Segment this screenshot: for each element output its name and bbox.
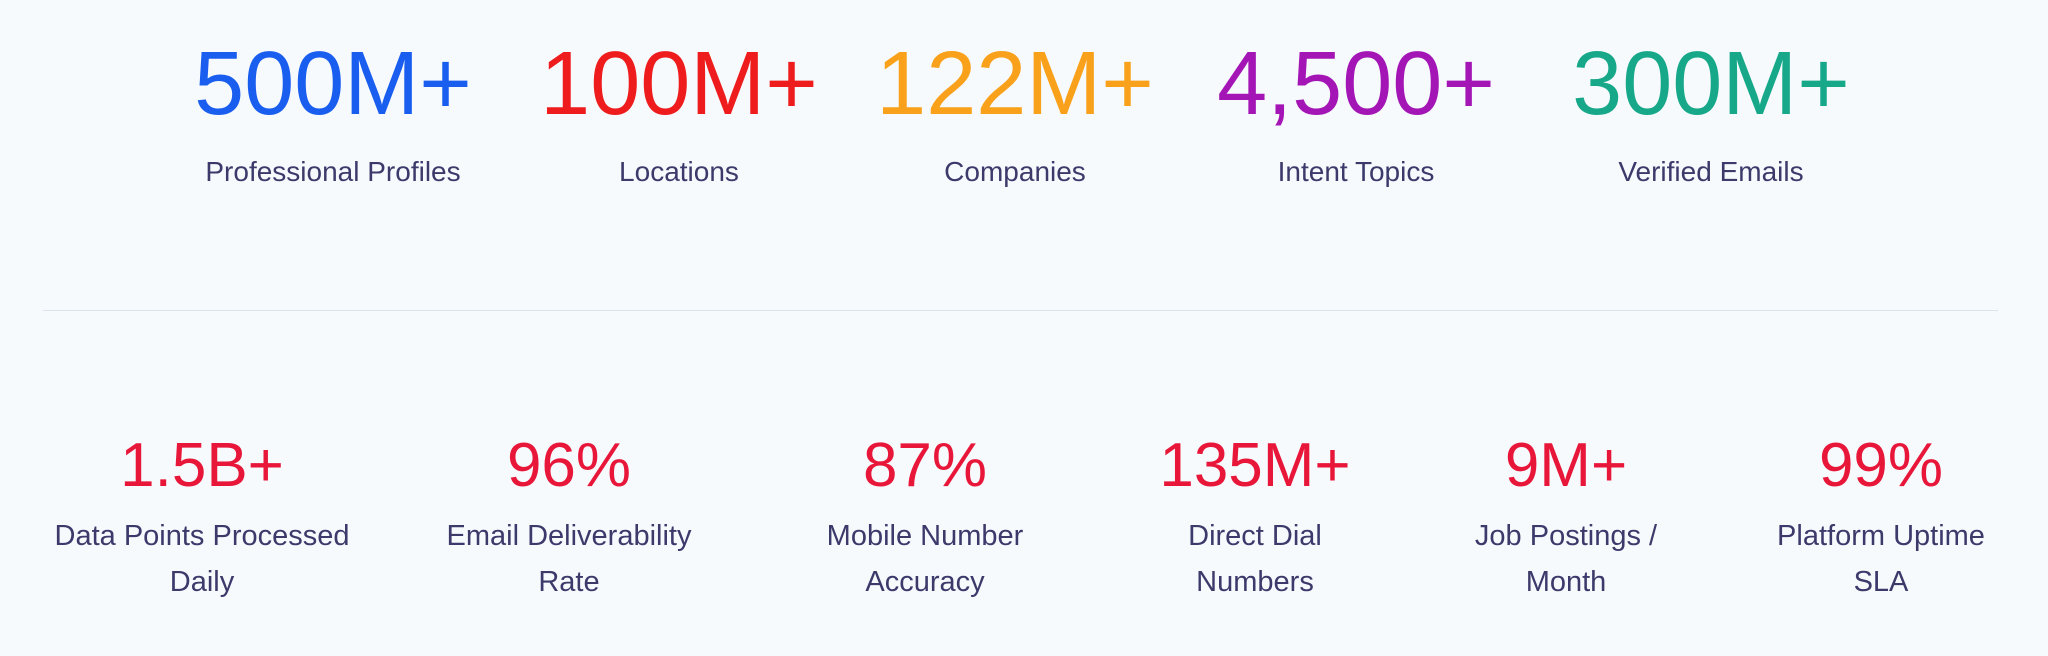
stat-card: 99% Platform Uptime SLA <box>1751 431 2011 605</box>
stat-label: Verified Emails <box>1618 156 1804 187</box>
stat-value: 500M+ <box>194 34 472 134</box>
stat-value: 99% <box>1818 431 1944 500</box>
stat-card: 87% Mobile Number Accuracy <box>790 431 1060 605</box>
stat-card: 100M+ Locations <box>540 34 818 192</box>
stat-value: 100M+ <box>540 34 818 134</box>
stat-value: 122M+ <box>876 34 1154 134</box>
stat-value: 9M+ <box>1504 431 1628 500</box>
stat-label: Mobile Number Accuracy <box>826 520 1024 598</box>
stat-card: 135M+ Direct Dial Numbers <box>1145 431 1365 605</box>
stat-card: 9M+ Job Postings / Month <box>1451 431 1681 605</box>
stat-label: Professional Profiles <box>205 156 461 187</box>
stat-label: Companies <box>944 156 1086 187</box>
stat-card: 122M+ Companies <box>876 34 1154 192</box>
stat-card: 4,500+ Intent Topics <box>1217 34 1495 192</box>
stat-value: 4,500+ <box>1217 34 1495 134</box>
stat-label: Direct Dial Numbers <box>1188 520 1322 598</box>
stat-label: Data Points Processed Daily <box>54 520 350 598</box>
divider <box>43 310 1998 311</box>
stat-card: 1.5B+ Data Points Processed Daily <box>37 431 367 605</box>
stat-value: 1.5B+ <box>120 431 284 500</box>
stat-label: Platform Uptime SLA <box>1777 520 1985 598</box>
stat-value: 300M+ <box>1572 34 1850 134</box>
stat-card: 300M+ Verified Emails <box>1572 34 1850 192</box>
stat-card: 96% Email Deliverability Rate <box>424 431 714 605</box>
stat-value: 135M+ <box>1159 431 1351 500</box>
stat-card: 500M+ Professional Profiles <box>194 34 472 192</box>
stat-label: Intent Topics <box>1277 156 1435 187</box>
stat-value: 87% <box>862 431 988 500</box>
stat-value: 96% <box>506 431 632 500</box>
stat-label: Job Postings / Month <box>1474 520 1658 598</box>
stat-label: Locations <box>619 156 739 187</box>
stat-label: Email Deliverability Rate <box>446 520 692 598</box>
